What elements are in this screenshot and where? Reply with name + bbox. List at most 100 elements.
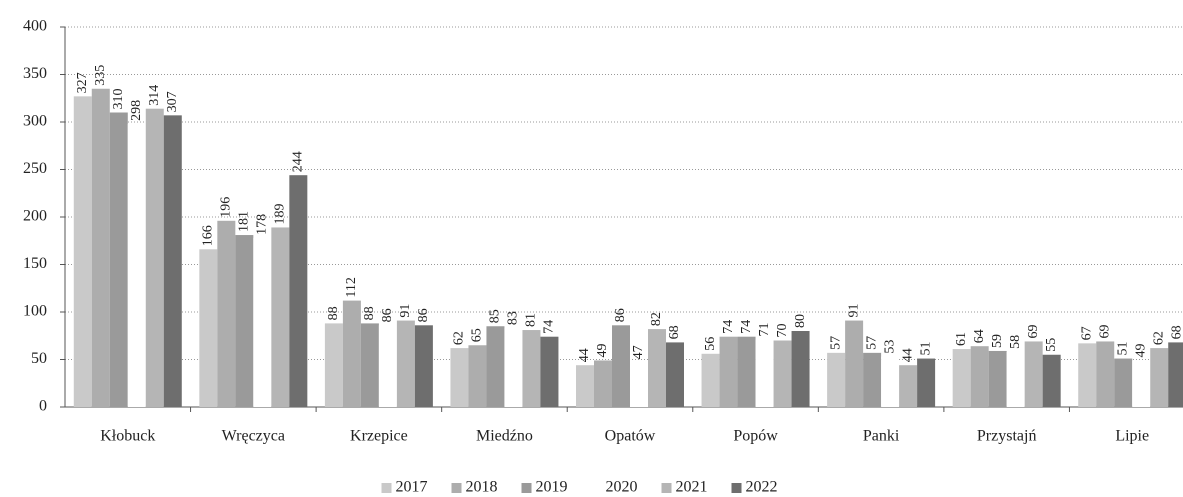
bar <box>145 108 164 407</box>
data-label: 74 <box>721 320 736 334</box>
bar <box>594 360 612 407</box>
data-label: 307 <box>165 91 180 112</box>
data-label: 49 <box>595 343 610 357</box>
data-label: 91 <box>846 304 861 318</box>
bar <box>522 330 541 407</box>
bar <box>253 237 272 407</box>
bar <box>701 353 720 407</box>
legend-label: 2018 <box>466 479 498 496</box>
data-label: 59 <box>990 334 1005 348</box>
data-label: 44 <box>577 348 592 362</box>
x-tick-label: Wręczyca <box>222 428 285 445</box>
data-label: 327 <box>75 72 90 93</box>
bar <box>342 300 361 407</box>
data-label: 71 <box>757 323 772 337</box>
bar <box>666 342 684 407</box>
bar <box>1132 360 1151 407</box>
legend-swatch <box>661 483 672 493</box>
data-label: 88 <box>326 306 341 320</box>
data-label: 86 <box>613 308 628 322</box>
data-label: 74 <box>739 320 754 334</box>
bar <box>612 325 630 407</box>
data-label: 74 <box>542 320 557 334</box>
bar <box>881 356 900 407</box>
bar <box>127 123 146 408</box>
data-label: 61 <box>954 332 969 346</box>
y-tick-label: 300 <box>23 113 47 130</box>
bar <box>540 336 559 407</box>
bar <box>468 345 487 407</box>
bar <box>630 362 648 407</box>
data-label: 178 <box>255 214 270 235</box>
bar <box>217 220 236 407</box>
bar <box>970 346 989 407</box>
y-tick-label: 350 <box>23 65 47 82</box>
legend-label: 2020 <box>606 479 638 496</box>
bar <box>450 348 469 407</box>
bar <box>1168 342 1183 407</box>
bar <box>396 320 415 407</box>
data-label: 69 <box>1026 324 1041 338</box>
x-tick-label: Popów <box>733 428 778 445</box>
legend-swatch <box>591 483 602 493</box>
data-label: 44 <box>900 348 915 362</box>
data-label: 314 <box>147 85 162 106</box>
bar <box>1024 341 1043 407</box>
data-label: 310 <box>111 89 126 110</box>
data-label: 69 <box>1097 324 1112 338</box>
data-label: 85 <box>488 309 503 323</box>
data-label: 112 <box>344 277 359 297</box>
bar <box>1078 343 1097 407</box>
data-label: 58 <box>1008 335 1023 349</box>
data-label: 64 <box>972 329 987 343</box>
bar <box>271 227 290 407</box>
bar <box>414 325 433 407</box>
y-tick-label: 200 <box>23 208 47 225</box>
data-label: 335 <box>93 65 108 86</box>
data-label: 51 <box>1115 342 1130 356</box>
data-label: 86 <box>416 308 431 322</box>
x-tick-label: Opatów <box>605 428 656 445</box>
data-label: 57 <box>864 336 879 350</box>
legend-label: 2019 <box>536 479 568 496</box>
data-label: 166 <box>201 225 216 246</box>
data-label: 196 <box>219 197 234 218</box>
bar <box>845 320 864 407</box>
y-tick-label: 0 <box>39 398 47 415</box>
y-tick-label: 250 <box>23 160 47 177</box>
bar <box>91 88 110 407</box>
bar <box>917 358 936 407</box>
data-label: 70 <box>775 324 790 338</box>
data-label: 55 <box>1044 338 1059 352</box>
data-label: 91 <box>398 304 413 318</box>
legend-swatch <box>521 483 532 493</box>
bar <box>576 365 594 407</box>
bar <box>791 331 810 407</box>
bar <box>1114 358 1133 407</box>
legend-swatch <box>731 483 742 493</box>
bar <box>737 336 756 407</box>
data-label: 81 <box>524 313 539 327</box>
y-tick-label: 150 <box>23 255 47 272</box>
data-label: 62 <box>1151 331 1166 345</box>
bar <box>1042 354 1061 407</box>
legend-swatch <box>381 483 392 493</box>
x-tick-label: Krzepice <box>350 428 408 445</box>
bar <box>863 352 882 407</box>
y-tick-label: 50 <box>31 350 47 367</box>
x-tick-label: Kłobuck <box>100 428 155 445</box>
bar <box>504 328 523 407</box>
data-label: 86 <box>380 308 395 322</box>
bar <box>1150 348 1169 407</box>
bar <box>486 326 505 407</box>
bar <box>324 323 343 407</box>
bar <box>1096 341 1115 407</box>
bar <box>289 175 308 407</box>
bar <box>163 115 182 407</box>
data-label: 82 <box>649 312 664 326</box>
bar <box>378 325 397 407</box>
data-label: 244 <box>291 151 306 172</box>
bar <box>360 323 379 407</box>
data-label: 65 <box>470 328 485 342</box>
